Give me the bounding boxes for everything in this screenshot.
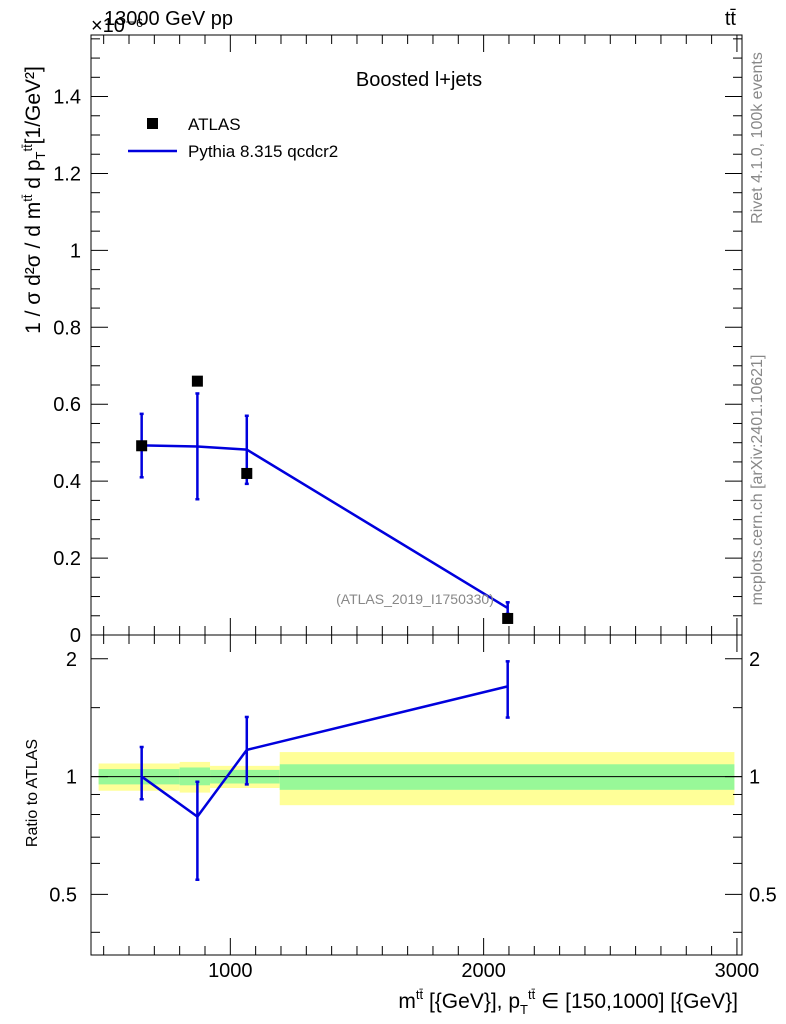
ratio-y-tick-label: 0.5 (49, 884, 77, 906)
data-point (241, 467, 253, 479)
x-tick-label: 2000 (461, 960, 506, 982)
main-y-tick-label: 0.6 (53, 394, 81, 416)
main-y-tick-label: 1.4 (53, 87, 81, 109)
x-tick-label: 3000 (715, 960, 760, 982)
legend: ATLAS Pythia 8.315 qcdcr2 (128, 115, 338, 161)
main-y-tick-label: 0.2 (53, 548, 81, 570)
rivet-version-label: Rivet 4.1.0, 100k events (749, 52, 766, 224)
ratio-y-tick-label-right: 1 (749, 767, 760, 789)
ratio-y-tick-label: 1 (66, 767, 77, 789)
main-series-layer (136, 375, 514, 624)
mcplots-url-label: mcplots.cern.ch [arXiv:2401.10621] (749, 355, 766, 606)
exponent-label: ×10⁻⁶ (91, 15, 144, 37)
ratio-mc-line (140, 685, 508, 819)
ratio-y-axis-label: Ratio to ATLAS (24, 739, 41, 847)
main-axis-ticks (91, 35, 742, 636)
legend-marker-atlas (147, 118, 158, 129)
data-point (502, 612, 514, 624)
legend-label-atlas: ATLAS (188, 115, 241, 134)
main-y-tick-label: 0.4 (53, 471, 81, 493)
data-point (136, 440, 148, 452)
mc-line (141, 444, 509, 610)
ratio-panel-frame (90, 634, 743, 956)
ratio-axis-ticks (91, 635, 742, 955)
ratio-y-tick-labels: 0.5 0.5 1 1 2 2 (49, 649, 777, 907)
ratio-uncertainty-bands (98, 752, 735, 806)
process-label: tt̄ (725, 8, 737, 30)
ratio-y-tick-label: 2 (66, 649, 77, 671)
ratio-y-tick-label-right: 0.5 (749, 884, 777, 906)
x-tick-labels: 1000 2000 3000 (208, 960, 759, 982)
y-axis-label: 1 / σ d²σ / d mtt̄ d pTtt̄[1/GeV²] (20, 66, 48, 334)
x-tick-label: 1000 (208, 960, 253, 982)
main-y-tick-label: 1 (70, 240, 81, 262)
ratio-plot-panel: 0.5 0.5 1 1 2 2 (49, 634, 777, 956)
analysis-tag: (ATLAS_2019_I1750330) (336, 591, 494, 607)
collision-energy-label: 13000 GeV pp (104, 8, 233, 30)
legend-label-pythia: Pythia 8.315 qcdcr2 (188, 142, 338, 161)
main-y-tick-label: 0.8 (53, 317, 81, 339)
x-axis-label: mtt̄ [{GeV}], pTtt̄ ∈ [150,1000] [{GeV}] (398, 987, 738, 1017)
main-y-tick-label: 1.2 (53, 163, 81, 185)
main-y-tick-labels: 0 0.2 0.4 0.6 0.8 1 1.2 1.4 (53, 87, 81, 647)
main-y-tick-label: 0 (70, 625, 81, 647)
chart-title: Boosted l+jets (356, 69, 482, 91)
main-plot-panel: 0 0.2 0.4 0.6 0.8 1 1.2 1.4 Boosted l+jets (ATL… (53, 34, 743, 647)
data-point (191, 375, 203, 387)
ratio-y-tick-label-right: 2 (749, 649, 760, 671)
ratio-series-layer (139, 660, 510, 881)
